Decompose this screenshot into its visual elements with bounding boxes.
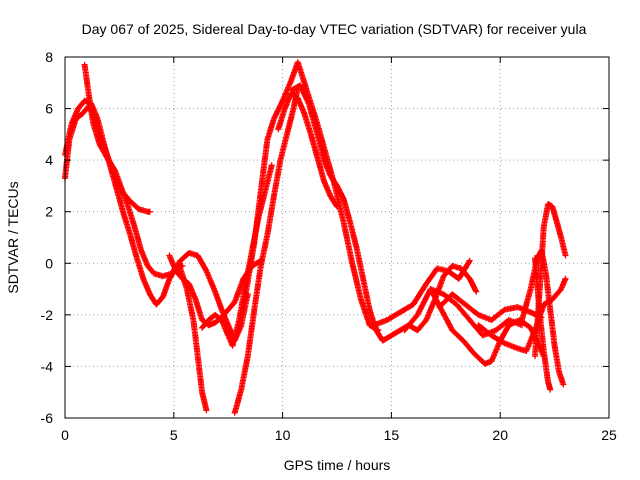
sat-trace-5-markers — [177, 265, 210, 414]
sat-trace-12 — [401, 286, 525, 339]
axis-ticks: 0 5 10 15 20 25 -6 -4 -2 0 2 4 6 8 — [41, 49, 617, 443]
y-tick-label-1: -4 — [41, 358, 54, 374]
x-tick-label-5: 25 — [601, 427, 617, 443]
x-axis-label: GPS time / hours — [284, 457, 391, 473]
chart-title: Day 067 of 2025, Sidereal Day-to-day VTE… — [82, 21, 587, 37]
sat-trace-7-markers — [231, 84, 301, 416]
y-tick-label-5: 4 — [45, 152, 53, 168]
sat-trace-9 — [275, 90, 340, 210]
y-tick-label-7: 8 — [45, 49, 53, 65]
y-tick-label-4: 2 — [45, 204, 53, 220]
sat-trace-18-markers — [532, 255, 554, 393]
sat-trace-7 — [231, 84, 301, 416]
sat-trace-3-markers — [81, 61, 251, 344]
y-tick-label-6: 6 — [45, 101, 53, 117]
plot-frame — [64, 56, 610, 419]
grid-lines — [65, 57, 609, 418]
y-tick-label-2: -2 — [41, 307, 54, 323]
sat-trace-9-markers — [275, 90, 340, 210]
x-tick-label-3: 15 — [384, 427, 400, 443]
sat-trace-12-markers — [401, 286, 525, 339]
x-tick-label-2: 10 — [275, 427, 291, 443]
data-points — [62, 59, 569, 416]
y-tick-label-0: -6 — [41, 410, 54, 426]
sat-trace-14-markers — [436, 291, 545, 323]
y-tick-label-3: 0 — [45, 255, 53, 271]
sat-trace-3 — [81, 61, 251, 344]
sat-trace-18 — [532, 255, 554, 393]
x-tick-label-1: 5 — [170, 427, 178, 443]
sat-trace-11-markers — [371, 257, 473, 329]
y-axis-label: SDTVAR / TECUs — [5, 181, 21, 293]
sat-trace-5 — [177, 265, 210, 414]
sat-trace-14 — [436, 291, 545, 323]
x-tick-label-4: 20 — [492, 427, 508, 443]
sat-trace-11 — [371, 257, 473, 329]
x-tick-label-0: 0 — [61, 427, 69, 443]
